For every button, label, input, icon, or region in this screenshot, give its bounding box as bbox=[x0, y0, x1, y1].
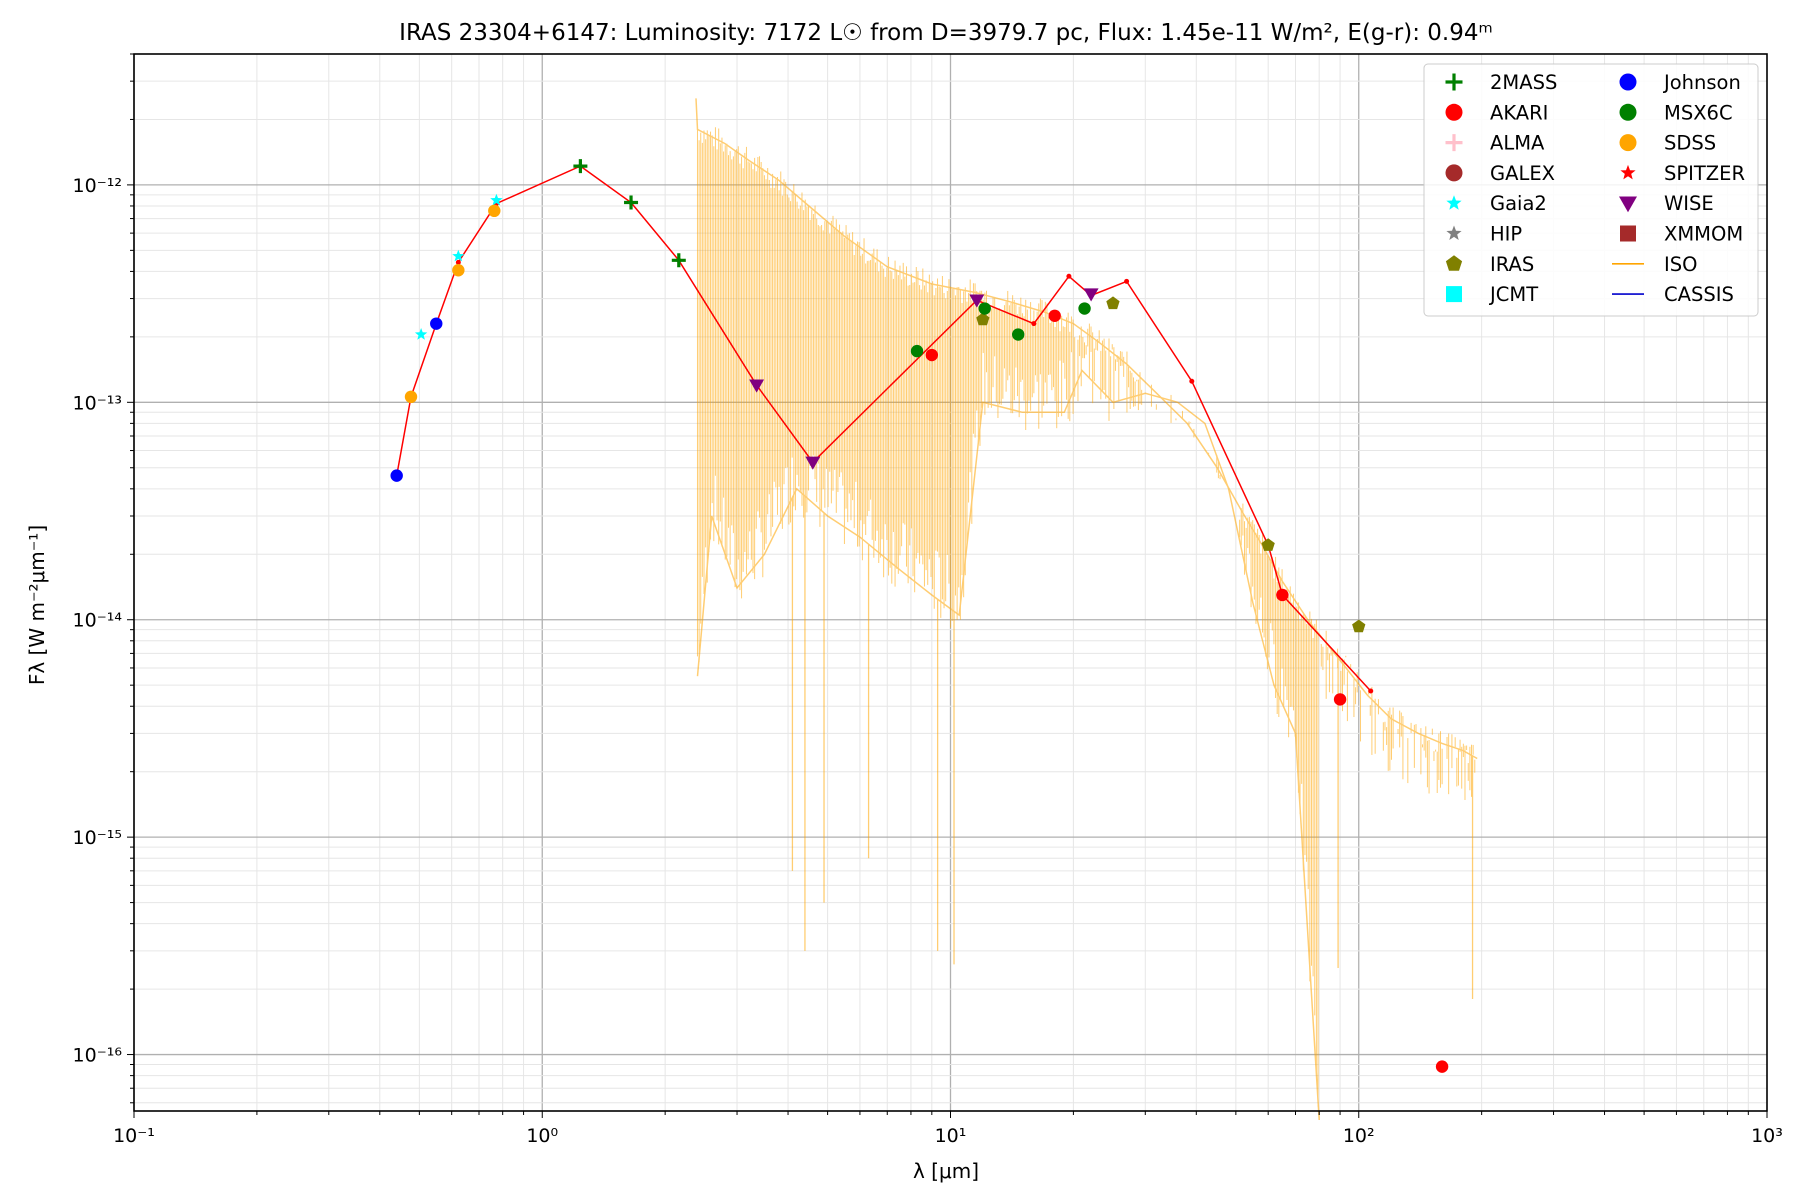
sed-model-point bbox=[1368, 688, 1374, 694]
legend-frame bbox=[1423, 63, 1759, 317]
legend-iras-label: IRAS bbox=[1490, 253, 1534, 276]
legend-msx6c-marker bbox=[1619, 103, 1637, 121]
johnson-point bbox=[390, 469, 403, 482]
legend-xmmom-label: XMMOM bbox=[1664, 223, 1743, 246]
msx6c-point bbox=[1078, 302, 1091, 315]
series-wise bbox=[749, 288, 1099, 470]
akari-point bbox=[1333, 693, 1347, 706]
johnson-point bbox=[430, 317, 443, 330]
legend-hip-marker bbox=[1446, 225, 1462, 240]
legend-jcmt-marker bbox=[1446, 286, 1462, 303]
series-2mass bbox=[573, 159, 686, 268]
sdss-point bbox=[488, 204, 501, 218]
grid bbox=[133, 53, 1767, 1111]
wise-point bbox=[749, 379, 765, 393]
series-msx6c bbox=[910, 302, 1091, 358]
gaia2-point bbox=[452, 249, 465, 262]
legend-johnson-marker bbox=[1619, 73, 1637, 91]
legend-alma-label: ALMA bbox=[1490, 132, 1545, 155]
legend-sdss-label: SDSS bbox=[1664, 132, 1716, 155]
legend-sdss-marker bbox=[1619, 134, 1637, 152]
y-axis-label: Fλ [W m⁻²μm⁻¹] bbox=[25, 525, 49, 685]
msx6c-point bbox=[910, 344, 924, 358]
gaia2-point bbox=[414, 328, 428, 340]
2mass-point bbox=[671, 253, 686, 268]
x-tick-label: 10⁰ bbox=[526, 1125, 558, 1147]
series-gaia2 bbox=[414, 193, 503, 340]
akari-point bbox=[925, 348, 939, 362]
iso-spectrum-lower bbox=[696, 369, 1320, 1121]
legend-hip-label: HIP bbox=[1490, 223, 1522, 246]
akari-point bbox=[1048, 309, 1061, 322]
legend-spitzer-label: SPITZER bbox=[1664, 162, 1745, 185]
legend-2mass-marker bbox=[1445, 73, 1463, 91]
sed-model-point bbox=[1189, 378, 1195, 384]
legend-gaia2-label: Gaia2 bbox=[1490, 192, 1547, 215]
iso-spectrum bbox=[695, 98, 1478, 1121]
akari-point bbox=[1435, 1060, 1449, 1073]
legend-akari-label: AKARI bbox=[1490, 101, 1548, 124]
legend-iso-label: ISO bbox=[1664, 253, 1697, 276]
x-tick-label: 10⁻¹ bbox=[113, 1125, 155, 1147]
legend-spitzer-marker bbox=[1620, 164, 1636, 180]
y-tick-label: 10⁻¹⁵ bbox=[73, 827, 122, 849]
ticks: 10⁻¹ 10⁰ 10¹ 10² 10³ 10⁻¹⁶ 10⁻¹⁵ 10⁻¹⁴ 10⁻¹³ 10⁻¹… bbox=[73, 53, 1783, 1147]
wise-point bbox=[805, 456, 821, 470]
x-tick-label: 10³ bbox=[1751, 1125, 1783, 1147]
legend-jcmt-label: JCMT bbox=[1488, 283, 1538, 306]
legend-galex-label: GALEX bbox=[1490, 162, 1555, 185]
series-akari bbox=[925, 309, 1449, 1073]
iras-point bbox=[1106, 296, 1120, 310]
2mass-point bbox=[624, 195, 639, 210]
legend-2mass-label: 2MASS bbox=[1490, 71, 1557, 94]
x-tick-label: 10² bbox=[1343, 1125, 1375, 1147]
x-tick-label: 10¹ bbox=[935, 1125, 967, 1147]
gaia2-point bbox=[490, 193, 503, 206]
wise-point bbox=[969, 294, 985, 308]
legend-johnson-label: Johnson bbox=[1662, 71, 1741, 94]
legend-akari-marker bbox=[1445, 103, 1463, 121]
2mass-point bbox=[573, 159, 588, 174]
legend-msx6c-label: MSX6C bbox=[1664, 101, 1733, 124]
sed-model-point bbox=[1031, 321, 1037, 327]
y-tick-label: 10⁻¹² bbox=[73, 175, 122, 197]
y-tick-label: 10⁻¹⁴ bbox=[73, 610, 123, 632]
iras-point bbox=[976, 312, 990, 326]
plot-area: 10⁻¹ 10⁰ 10¹ 10² 10³ 10⁻¹⁶ 10⁻¹⁵ 10⁻¹⁴ 10⁻¹³ 10⁻¹… bbox=[73, 53, 1783, 1147]
legend-alma-marker bbox=[1445, 134, 1463, 152]
iras-point bbox=[1261, 538, 1275, 551]
series-iras bbox=[976, 296, 1366, 633]
legend-galex-marker bbox=[1445, 164, 1463, 182]
akari-point bbox=[1276, 588, 1289, 602]
y-tick-label: 10⁻¹³ bbox=[73, 392, 122, 414]
legend-cassis-label: CASSIS bbox=[1664, 283, 1734, 306]
wise-point bbox=[1083, 288, 1099, 302]
x-axis-label: λ [μm] bbox=[913, 1159, 979, 1183]
sdss-point bbox=[452, 264, 465, 277]
chart-title: IRAS 23304+6147: Luminosity: 7172 L☉ fro… bbox=[399, 20, 1493, 46]
y-tick-label: 10⁻¹⁶ bbox=[73, 1045, 122, 1067]
legend-iras-marker bbox=[1445, 255, 1463, 271]
legend-wise-label: WISE bbox=[1664, 192, 1714, 215]
series-sdss bbox=[404, 204, 501, 404]
sed-model-point bbox=[1066, 273, 1072, 279]
msx6c-point bbox=[978, 302, 991, 315]
msx6c-point bbox=[1012, 328, 1025, 341]
legend-xmmom-marker bbox=[1620, 225, 1636, 242]
sed-model-point bbox=[1124, 278, 1130, 284]
legend-wise-marker bbox=[1619, 196, 1637, 213]
sdss-point bbox=[404, 390, 418, 404]
sed-model-point bbox=[455, 259, 461, 265]
series-johnson bbox=[390, 317, 443, 482]
legend-gaia2-marker bbox=[1446, 195, 1462, 210]
legend: 2MASS AKARI ALMA GALEX Gaia2 HIP IRAS JCMT Johns… bbox=[1423, 63, 1759, 317]
iras-point bbox=[1352, 619, 1366, 633]
